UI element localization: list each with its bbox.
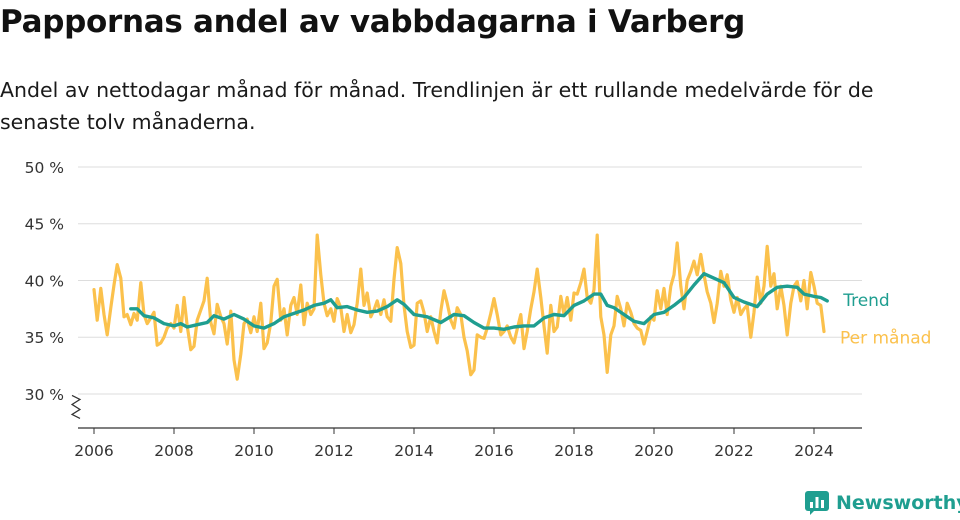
series-line-per-manad xyxy=(92,233,826,381)
y-axis-break-icon xyxy=(70,394,82,419)
newsworthy-brand-name: Newsworthy xyxy=(836,492,960,514)
x-tick-label: 2008 xyxy=(154,442,193,460)
series-lines xyxy=(92,233,829,381)
x-tick-label: 2010 xyxy=(234,442,273,460)
y-tick-label: 35 % xyxy=(25,329,64,347)
x-tick-label: 2020 xyxy=(634,442,673,460)
series-label-trend: Trend xyxy=(842,291,890,311)
x-tick-label: 2012 xyxy=(314,442,353,460)
y-tick-label: 45 % xyxy=(25,216,64,234)
axes: 30 % 35 % 40 % 45 % 50 % 2006 2008 2010 2012 2014… xyxy=(25,159,862,460)
newsworthy-brand[interactable]: Newsworthy xyxy=(804,488,960,518)
y-tick-label: 40 % xyxy=(25,272,64,290)
y-tick-label: 50 % xyxy=(25,159,64,177)
x-tick-label: 2018 xyxy=(554,442,593,460)
x-tick-label: 2022 xyxy=(714,442,753,460)
series-labels: Per månad Trend xyxy=(840,291,931,349)
y-tick-label: 30 % xyxy=(25,386,64,404)
chart-title: Pappornas andel av vabbdagarna i Varberg xyxy=(0,4,745,40)
x-tick-label: 2016 xyxy=(474,442,513,460)
series-label-per-manad: Per månad xyxy=(840,328,931,349)
line-chart: 30 % 35 % 40 % 45 % 50 % 2006 2008 2010 2012 2014… xyxy=(25,159,932,460)
chart-subtitle: Andel av nettodagar månad för månad. Tre… xyxy=(0,78,874,134)
x-tick-label: 2006 xyxy=(74,442,113,460)
x-tick-label: 2014 xyxy=(394,442,433,460)
newsworthy-logo-icon xyxy=(805,491,829,515)
series-line-trend xyxy=(129,272,829,331)
x-tick-label: 2024 xyxy=(794,442,833,460)
